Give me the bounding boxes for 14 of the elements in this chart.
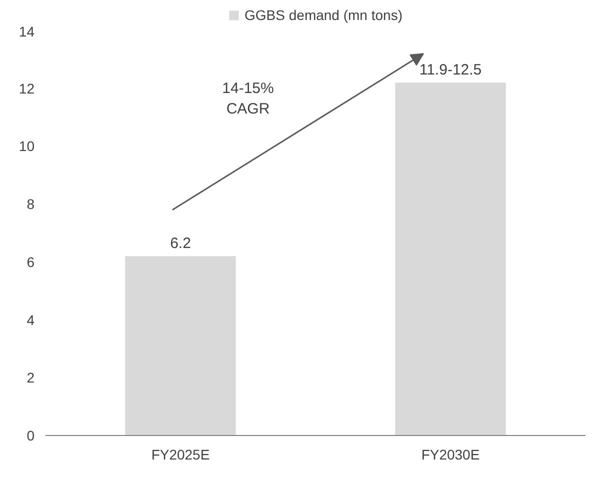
y-tick-label: 6 bbox=[26, 254, 35, 270]
y-tick-label: 12 bbox=[18, 80, 35, 96]
annotation: 14-15% CAGR bbox=[222, 80, 274, 118]
y-tick-label: 2 bbox=[26, 370, 35, 386]
data-label: 6.2 bbox=[170, 235, 191, 252]
x-tick-label: FY2030E bbox=[421, 446, 480, 462]
data-label: 11.9-12.5 bbox=[419, 62, 482, 79]
y-tick-label: 10 bbox=[18, 138, 35, 154]
legend-label: GGBS demand (mn tons) bbox=[244, 7, 402, 23]
y-tick-label: 8 bbox=[26, 196, 35, 212]
x-tick-label: FY2025E bbox=[151, 446, 210, 462]
y-tick-label: 14 bbox=[18, 24, 35, 40]
y-tick-label: 4 bbox=[26, 312, 35, 328]
y-tick-label: 0 bbox=[26, 428, 35, 444]
